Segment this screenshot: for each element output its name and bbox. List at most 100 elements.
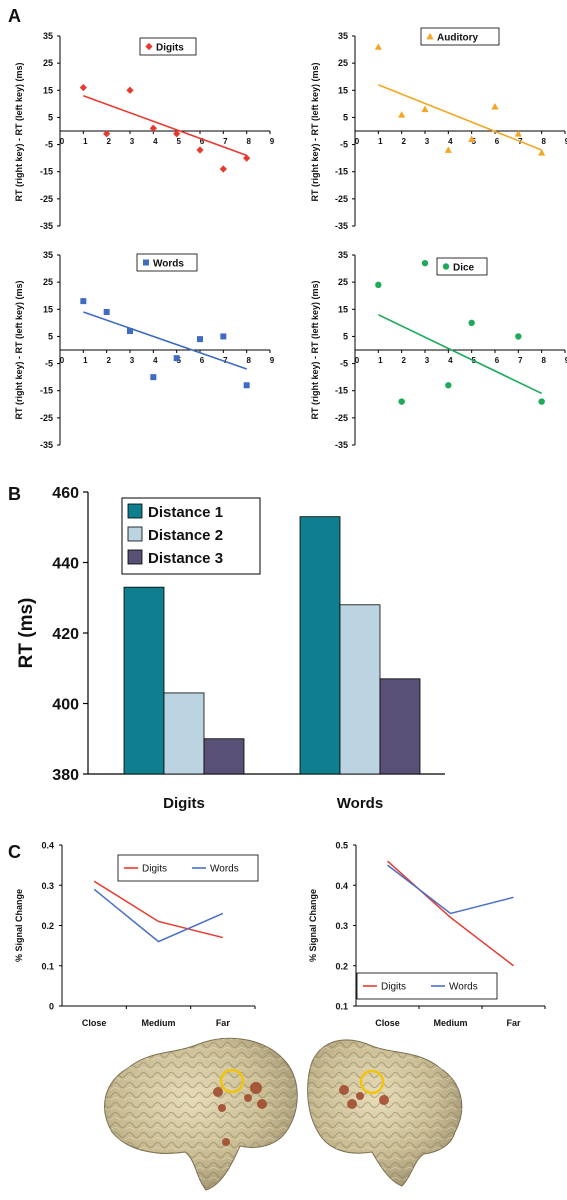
a-auditory-point	[514, 130, 522, 137]
scatter-ylabel-words: RT (right key) - RT (left key) (ms)	[14, 280, 24, 419]
a-digits-chart: 35 25 15 5 -5 -15 -25 -35 0 1 2 3 4 5 6 7 8 9 Digits	[40, 31, 275, 231]
a-auditory-y-tick-label: 5	[343, 112, 348, 122]
a-dice-point	[445, 382, 452, 389]
a-digits-x-tick-label: 6	[200, 137, 205, 146]
a-auditory-x-tick-label: 6	[495, 137, 500, 146]
b-legend-box	[121, 497, 261, 575]
c-right-y-tick-label: 0.3	[335, 921, 348, 931]
a-words-legend-box	[136, 253, 198, 272]
b-legend-label: Distance 1	[148, 504, 223, 521]
a-words-y-tick-label: 5	[48, 331, 53, 341]
scatter-ylabel-digits: RT (right key) - RT (left key) (ms)	[14, 62, 24, 201]
a-auditory-trend-line	[378, 84, 542, 151]
a-digits-y-tick-label: 15	[43, 85, 53, 95]
a-words-y-tick-label: -5	[45, 359, 53, 369]
a-dice-x-tick-label: 6	[495, 356, 500, 365]
a-auditory-y-tick-label: 25	[338, 58, 348, 68]
a-dice-y-tick-label: -5	[340, 359, 348, 369]
a-auditory-legend-marker	[426, 32, 434, 40]
c-left-legend-label: Words	[210, 864, 239, 875]
a-digits-y-tick-label: -35	[40, 221, 53, 231]
b-rt-chart: 460 440 420 400 380 RT (ms) Digits Words Distanc…	[16, 485, 445, 812]
c-left-series-line	[93, 888, 224, 943]
a-dice-x-tick-label: 8	[541, 356, 546, 365]
b-bar	[299, 516, 341, 775]
panel-b-label: B	[8, 484, 21, 504]
b-bar	[163, 692, 205, 775]
a-dice-y-tick-label: 25	[338, 277, 348, 287]
a-auditory-y-tick-label: -5	[340, 140, 348, 150]
c-left-y-tick-label: 0	[49, 1002, 54, 1012]
a-dice-y-tick-label: -15	[335, 386, 348, 396]
a-auditory-point	[374, 43, 382, 50]
a-dice-point	[398, 398, 405, 405]
a-words-y-tick-label: -15	[40, 386, 53, 396]
a-dice-x-tick-label: 4	[448, 356, 453, 365]
scatter-ylabel-auditory: RT (right key) - RT (left key) (ms)	[310, 62, 320, 201]
a-dice-point	[538, 398, 545, 405]
a-words-y-tick-label: -35	[40, 440, 53, 450]
a-auditory-x-tick-label: 3	[425, 137, 430, 146]
c-right-series-line	[387, 864, 514, 915]
a-dice-point	[421, 259, 429, 267]
a-digits-point	[243, 154, 251, 162]
a-dice-y-tick-label: 15	[338, 304, 348, 314]
a-words-point	[220, 333, 227, 340]
a-digits-y-tick-label: 35	[43, 31, 53, 41]
a-digits-point	[126, 86, 134, 94]
a-words-y-tick-label: 25	[43, 277, 53, 287]
a-auditory-x-tick-label: 9	[565, 137, 567, 146]
b-y-tick-label: 380	[52, 767, 79, 784]
b-y-tick-label: 460	[52, 485, 79, 502]
b-y-tick-label: 420	[52, 626, 79, 643]
a-auditory-x-tick-label: 0	[355, 137, 360, 146]
a-digits-x-tick-label: 0	[60, 137, 65, 146]
a-dice-legend-marker	[442, 263, 450, 270]
a-auditory-y-tick-label: -15	[335, 167, 348, 177]
a-dice-x-tick-label: 1	[378, 356, 383, 365]
a-words-x-tick-label: 0	[60, 356, 65, 365]
c-right-y-tick-label: 0.2	[335, 961, 348, 971]
c-left-x-tick-label: Medium	[141, 1018, 175, 1028]
a-dice-y-tick-label: -25	[335, 413, 348, 423]
a-words-x-tick-label: 6	[200, 356, 205, 365]
a-auditory-x-tick-label: 8	[541, 137, 546, 146]
a-dice-x-tick-label: 3	[425, 356, 430, 365]
roi-circle-right	[359, 1069, 385, 1095]
a-dice-x-tick-label: 7	[518, 356, 523, 365]
c-left-legend-box	[117, 854, 259, 882]
a-auditory-legend-box	[420, 27, 500, 46]
b-category-label: Digits	[163, 795, 205, 812]
c-right-chart: 0.5 0.4 0.3 0.2 0.1 Close Medium Far % Signal Ch…	[308, 841, 546, 1028]
a-digits-trend-line	[83, 94, 247, 157]
c-right-legend-label: Words	[449, 982, 478, 993]
a-dice-y-tick-label: -35	[335, 440, 348, 450]
a-auditory-x-tick-label: 1	[378, 137, 383, 146]
a-dice-x-tick-label: 9	[565, 356, 567, 365]
roi-circle-left	[219, 1068, 245, 1094]
b-bar	[203, 738, 245, 775]
a-dice-legend-box	[436, 257, 488, 276]
a-dice-y-tick-label: 5	[343, 331, 348, 341]
b-legend-label: Distance 2	[148, 527, 223, 544]
c-left-series-line	[93, 880, 224, 939]
c-right-series-line	[386, 860, 514, 967]
a-dice-y-tick-label: 35	[338, 250, 348, 260]
b-legend-swatch	[127, 526, 143, 542]
a-words-point	[127, 328, 133, 334]
c-left-y-tick-label: 0.2	[41, 921, 54, 931]
a-auditory-point	[421, 105, 429, 113]
a-auditory-y-tick-label: -25	[335, 194, 348, 204]
c-right-x-tick-label: Close	[375, 1018, 400, 1028]
a-auditory-x-tick-label: 4	[448, 137, 453, 146]
a-words-legend-label: Words	[153, 259, 184, 270]
c-left-y-tick-label: 0.4	[41, 841, 54, 851]
c-left-y-tick-label: 0.1	[41, 961, 54, 971]
c-left-y-axis-label: % Signal Change	[14, 889, 24, 962]
b-bar	[123, 586, 165, 775]
a-digits-point	[196, 146, 204, 154]
